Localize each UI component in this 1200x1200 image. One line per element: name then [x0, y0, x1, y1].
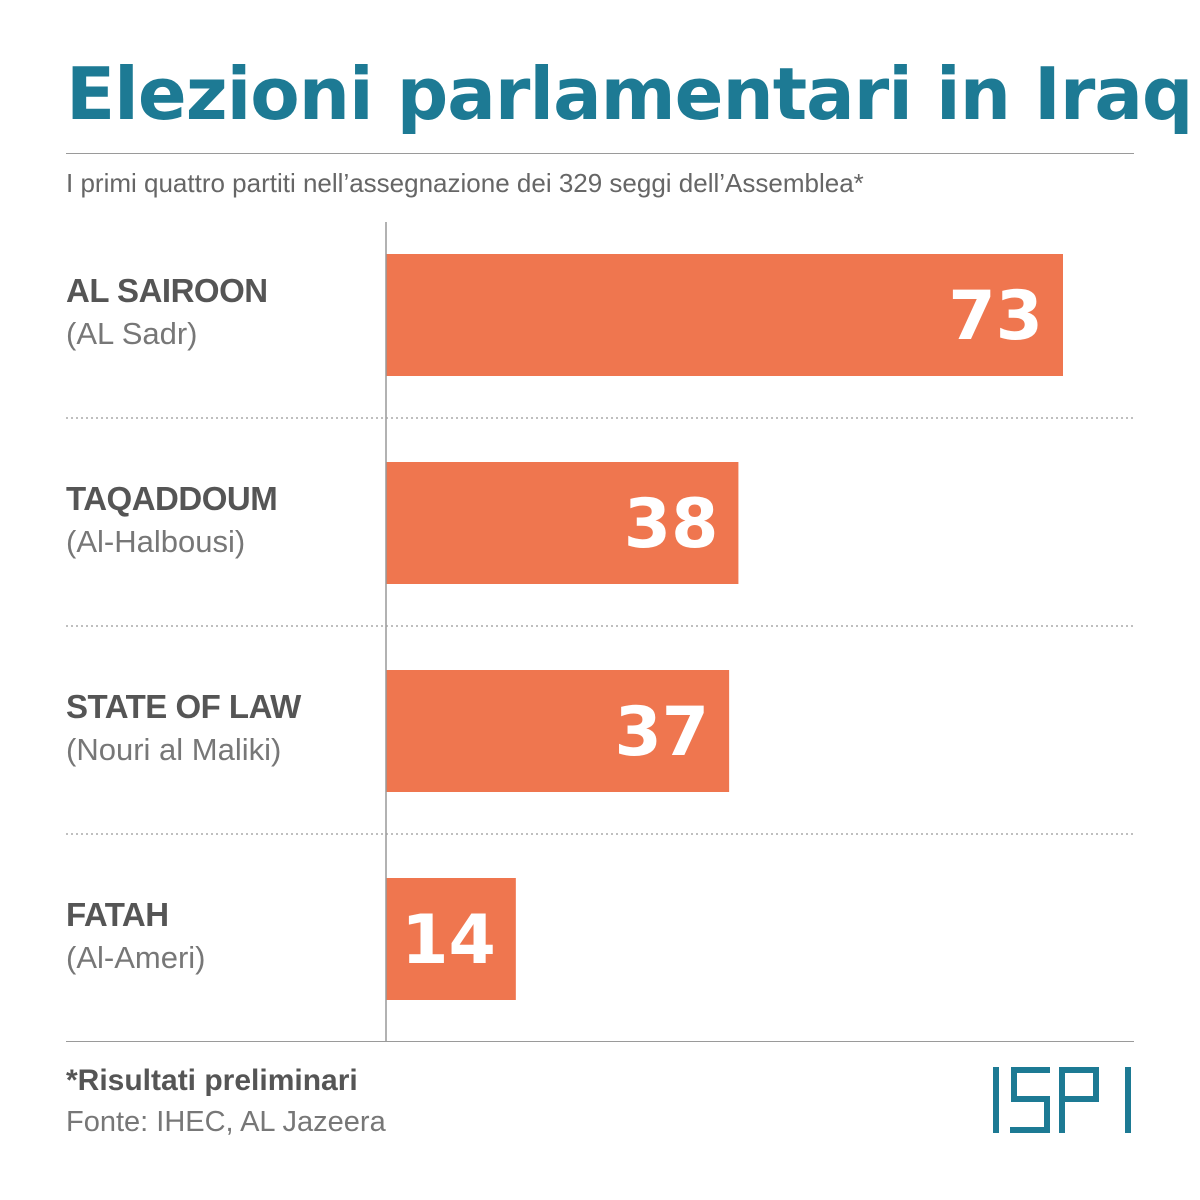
ispi-logo — [993, 1067, 1131, 1133]
bar-1 — [386, 462, 739, 584]
chart-title: Elezioni parlamentari in Iraq — [66, 52, 1193, 136]
footnote: *Risultati preliminari — [66, 1064, 358, 1097]
ispi-logo-mark — [993, 1067, 1131, 1133]
party-label-1: TAQADDOUM — [66, 480, 277, 517]
logo-letter-s — [1010, 1067, 1050, 1133]
leader-label-1: (Al-Halbousi) — [66, 524, 245, 559]
leader-label-2: (Nouri al Maliki) — [66, 732, 281, 767]
chart-subtitle: I primi quattro partiti nell’assegnazion… — [66, 168, 864, 198]
bar-value-label-2: 37 — [614, 693, 709, 772]
title-divider — [66, 153, 1134, 154]
party-label-0: AL SAIROON — [66, 272, 268, 309]
bar-value-label-3: 14 — [401, 901, 496, 980]
footer-divider — [66, 1041, 1134, 1042]
leader-label-3: (Al-Ameri) — [66, 940, 206, 975]
bar-value-label-1: 38 — [624, 485, 719, 564]
bar-2 — [386, 670, 730, 792]
bar-value-label-0: 73 — [948, 277, 1043, 356]
source-note: Fonte: IHEC, AL Jazeera — [66, 1106, 386, 1138]
leader-label-0: (AL Sadr) — [66, 316, 198, 351]
logo-letter-p — [1059, 1067, 1099, 1133]
bar-3 — [386, 878, 516, 1000]
bar-0 — [386, 254, 1063, 376]
party-label-2: STATE OF LAW — [66, 688, 302, 725]
party-label-3: FATAH — [66, 896, 169, 933]
